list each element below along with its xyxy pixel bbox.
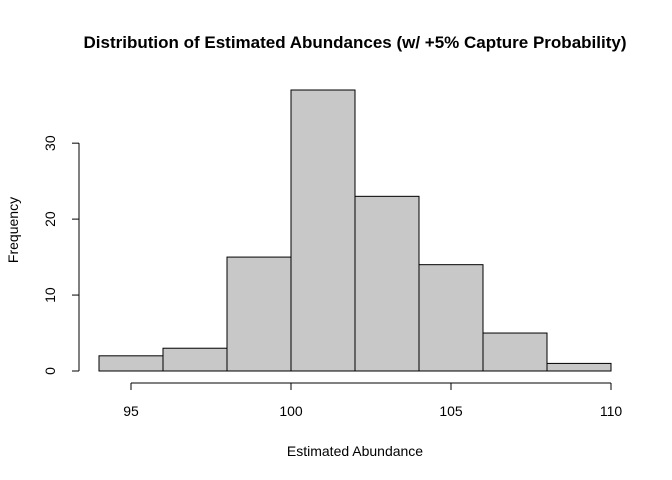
x-tick-label-95: 95: [123, 403, 139, 419]
histogram-bar-6: [482, 332, 548, 372]
histogram-bar-2: [226, 256, 292, 372]
y-axis-label: Frequency: [5, 197, 21, 263]
histogram-bar-4: [354, 195, 420, 372]
y-tick-label-0: 0: [42, 367, 58, 375]
y-tick-label-30: 30: [42, 135, 58, 151]
x-tick-label-110: 110: [600, 403, 623, 419]
histogram-bar-7: [546, 362, 612, 372]
histogram-bar-5: [418, 264, 484, 372]
histogram-bar-3: [290, 89, 356, 372]
y-tick-label-20: 20: [42, 211, 58, 227]
y-axis: 0 10 20 30: [42, 135, 80, 375]
x-axis: 95 100 105 110: [123, 382, 623, 419]
histogram-bar-1: [162, 347, 228, 372]
x-tick-label-100: 100: [279, 403, 303, 419]
y-tick-label-10: 10: [42, 287, 58, 303]
x-tick-label-105: 105: [439, 403, 463, 419]
histogram-bars: [98, 89, 612, 372]
x-axis-label: Estimated Abundance: [287, 443, 423, 459]
chart-title: Distribution of Estimated Abundances (w/…: [84, 33, 627, 52]
histogram-bar-0: [98, 355, 164, 372]
